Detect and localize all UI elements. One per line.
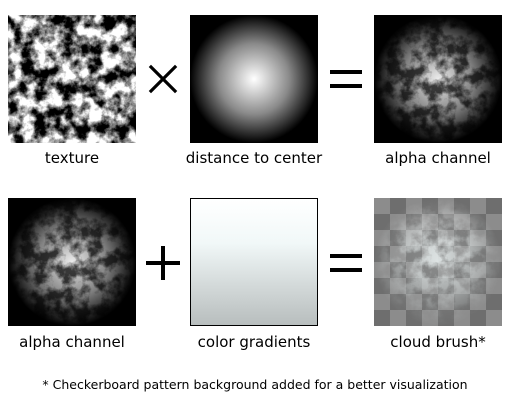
plus-icon [143,243,183,283]
alpha-channel-label: alpha channel [385,149,491,167]
footnote: * Checkerboard pattern background added … [42,377,468,392]
cloud-brush-image [374,198,502,326]
distance-gradient-image [190,15,318,143]
cloud-brush-label: cloud brush* [390,333,486,351]
equals-icon [326,59,366,99]
alpha-channel-image [374,15,502,143]
alpha-channel-image-2 [8,198,136,326]
alpha-channel-label-2: alpha channel [19,333,125,351]
texture-image [8,15,136,143]
texture-label: texture [44,149,100,167]
color-gradients-image [190,198,318,326]
color-gradients-label: color gradients [197,333,311,351]
equals-icon-2 [326,243,366,283]
multiply-icon [143,59,183,99]
distance-label: distance to center [185,149,323,167]
